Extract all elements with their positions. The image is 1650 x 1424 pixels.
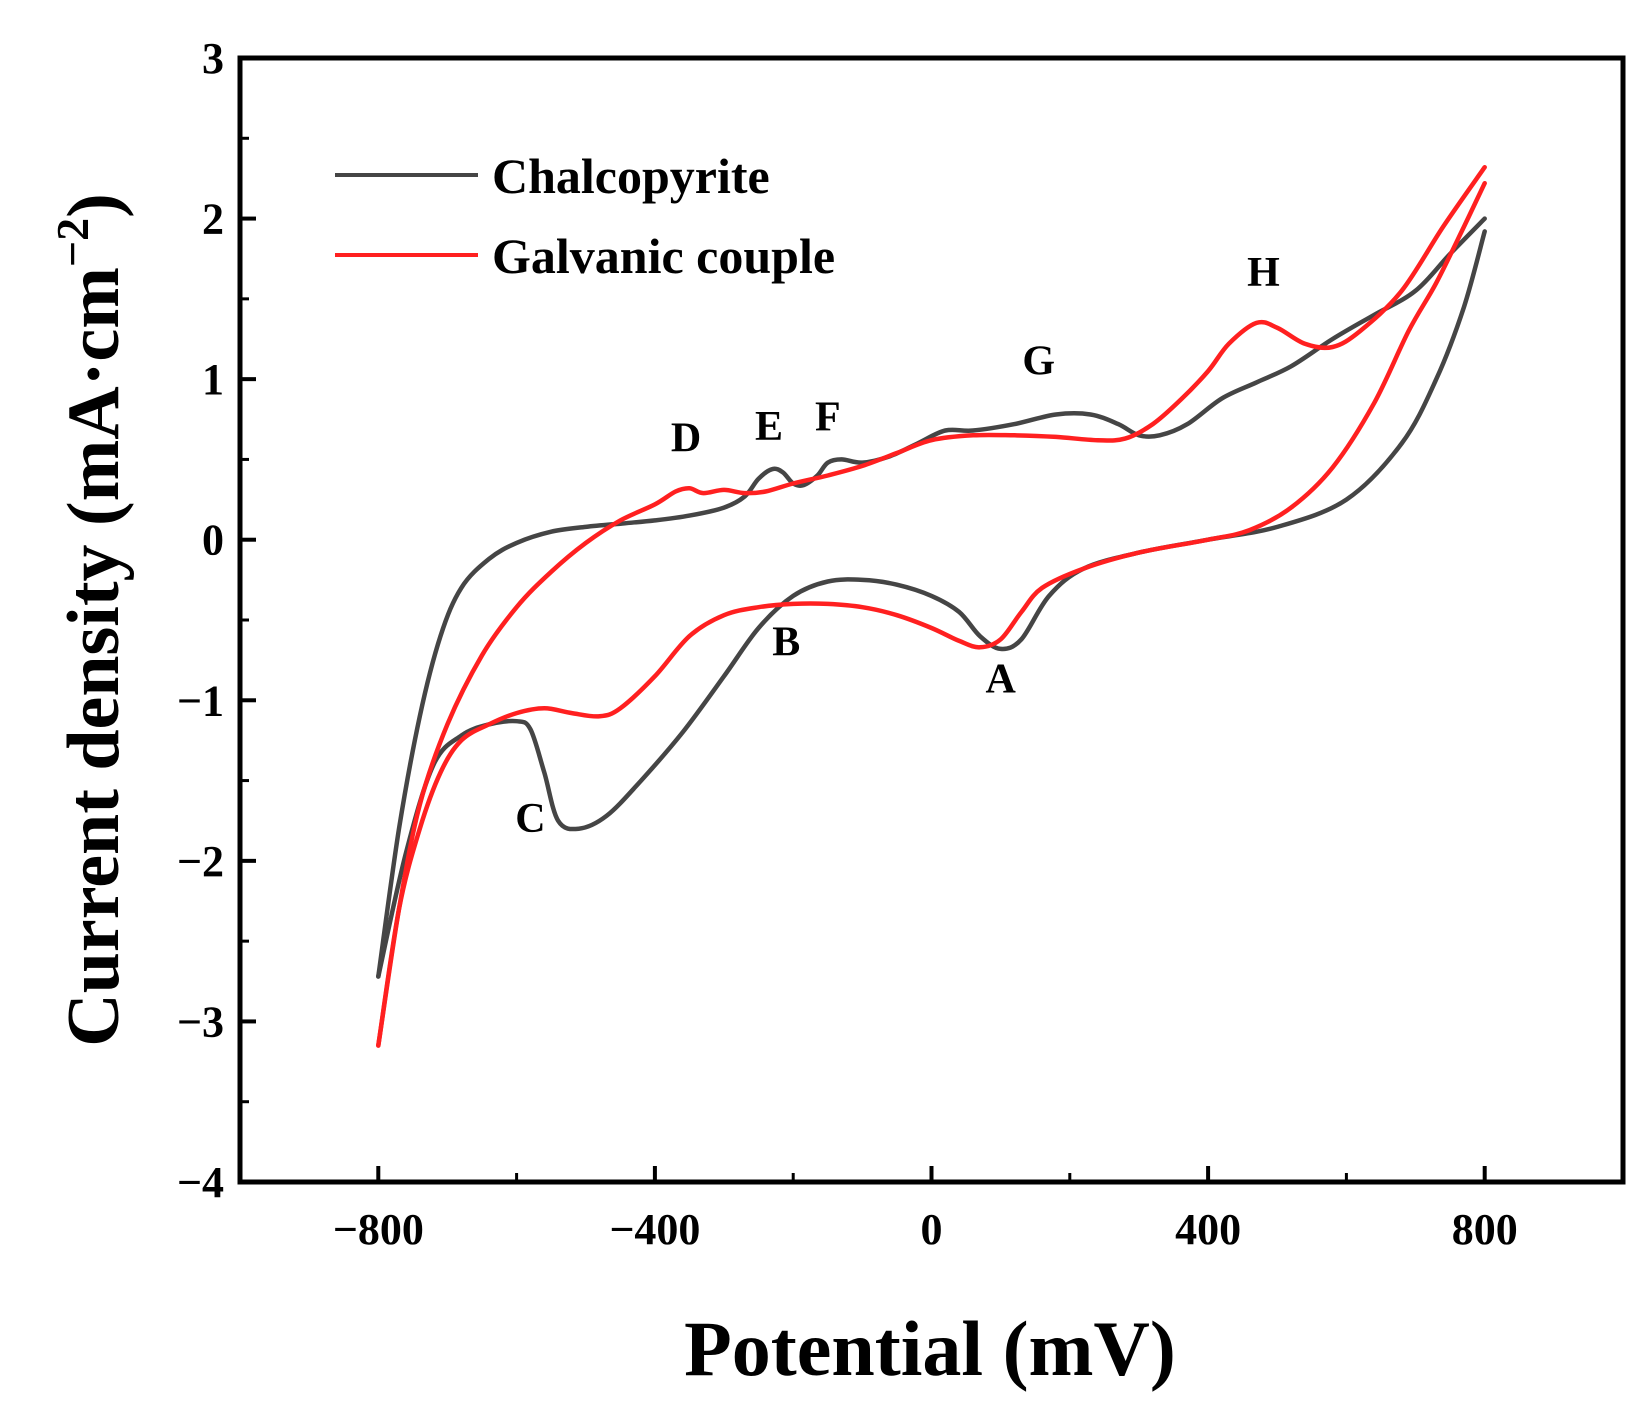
legend-label-chalcopyrite: Chalcopyrite bbox=[492, 148, 770, 204]
legend: Chalcopyrite Galvanic couple bbox=[335, 148, 835, 284]
series-line-galvanic-couple-anodic-scan bbox=[376, 164, 1487, 1048]
series-line-chalcopyrite-anodic-scan bbox=[376, 216, 1487, 979]
y-axis-ticks: −4 −3 −2 −1 0 1 2 3 bbox=[177, 34, 256, 1207]
y-tick-label: 3 bbox=[202, 34, 224, 83]
y-tick-label: 2 bbox=[202, 195, 224, 244]
x-tick-label: −800 bbox=[333, 1205, 424, 1254]
y-tick-label: −3 bbox=[177, 997, 224, 1046]
y-tick-label: 0 bbox=[202, 516, 224, 565]
peak-label-g: G bbox=[1022, 338, 1055, 384]
peak-label-f: F bbox=[815, 395, 841, 441]
peak-label-a: A bbox=[985, 656, 1016, 702]
y-tick-label: −2 bbox=[177, 837, 224, 886]
x-tick-label: 800 bbox=[1452, 1205, 1518, 1254]
y-tick-label: 1 bbox=[202, 355, 224, 404]
legend-label-galvanic-couple: Galvanic couple bbox=[492, 228, 835, 284]
x-tick-label: −400 bbox=[609, 1205, 700, 1254]
peak-label-e: E bbox=[755, 404, 783, 450]
y-axis-title: Current density (mA·cm−2) bbox=[47, 193, 135, 1047]
y-tick-label: −1 bbox=[177, 676, 224, 725]
peak-annotations: A B C D E F G H bbox=[515, 250, 1279, 842]
peak-label-h: H bbox=[1247, 250, 1280, 296]
y-axis-title-main: Current density (mA·cm bbox=[53, 267, 135, 1047]
x-tick-label: 0 bbox=[921, 1205, 943, 1254]
y-axis-title-close: ) bbox=[53, 193, 135, 218]
y-tick-label: −4 bbox=[177, 1158, 224, 1207]
peak-label-c: C bbox=[515, 796, 545, 842]
series-line-galvanic-couple bbox=[376, 180, 1487, 1048]
y-axis-title-sup: −2 bbox=[47, 218, 98, 267]
series-line-chalcopyrite bbox=[376, 229, 1487, 979]
x-axis-ticks: −800 −400 0 400 800 bbox=[333, 1166, 1518, 1254]
x-tick-label: 400 bbox=[1175, 1205, 1241, 1254]
peak-label-d: D bbox=[671, 415, 701, 461]
x-axis-title: Potential (mV) bbox=[684, 1305, 1176, 1392]
peak-label-b: B bbox=[772, 619, 800, 665]
series-layer bbox=[376, 164, 1487, 1048]
